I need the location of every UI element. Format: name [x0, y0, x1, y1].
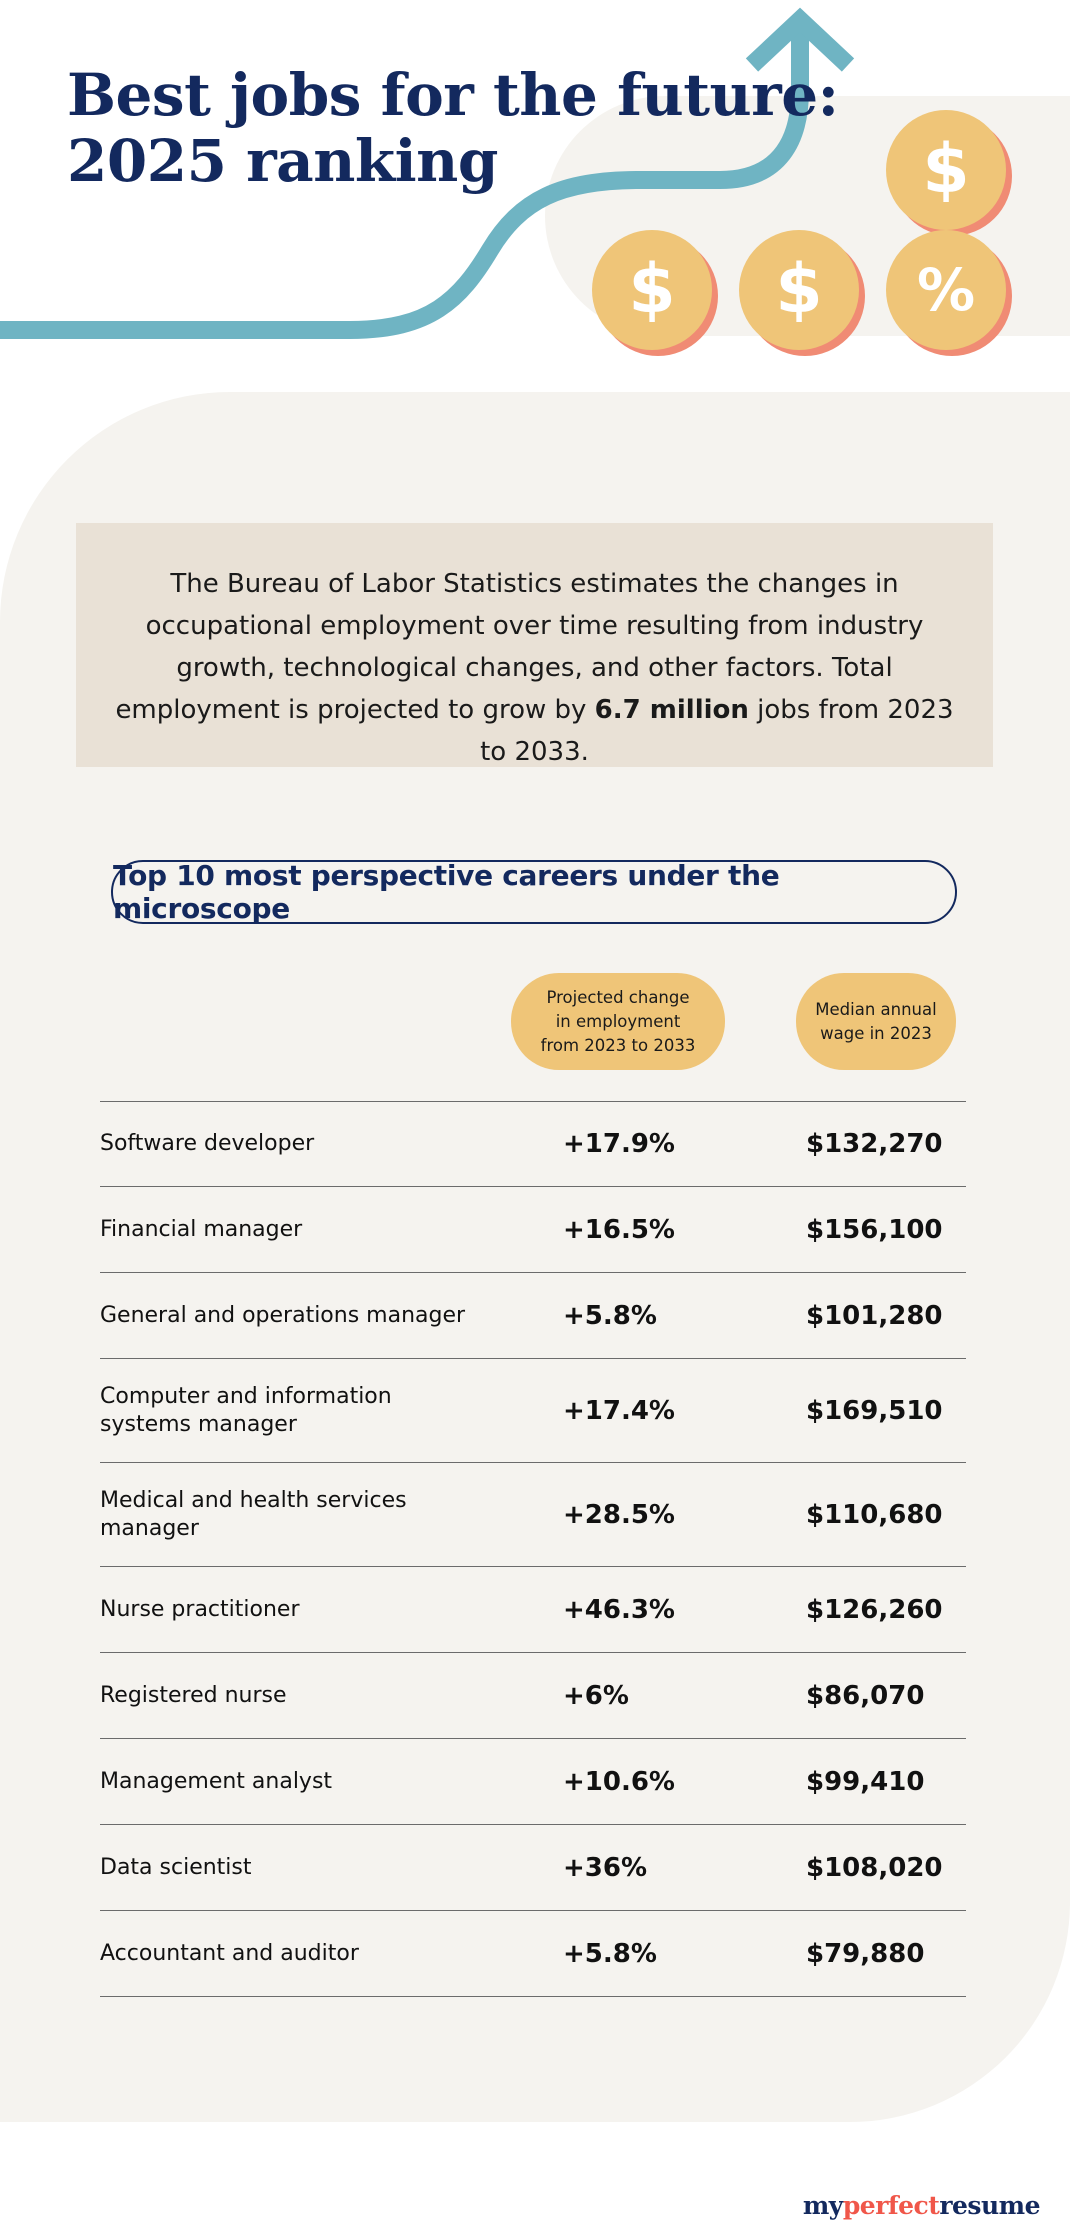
table-row: Management analyst +10.6% $99,410	[100, 1739, 966, 1825]
job-title: Accountant and auditor	[100, 1940, 359, 1966]
coin-dollar-left: $	[592, 230, 718, 356]
dollar-icon: $	[922, 130, 970, 209]
coin-dollar-middle: $	[739, 230, 865, 356]
column-header-wage: Median annual wage in 2023	[796, 973, 956, 1070]
table-row: Software developer +17.9% $132,270	[100, 1101, 966, 1187]
job-title: Medical and health services manager	[100, 1487, 407, 1541]
median-wage: $169,510	[806, 1395, 943, 1426]
page-title: Best jobs for the future: 2025 ranking	[67, 62, 839, 194]
median-wage: $108,020	[806, 1852, 943, 1883]
job-title: General and operations manager	[100, 1302, 466, 1328]
table-row: Accountant and auditor +5.8% $79,880	[100, 1911, 966, 1997]
job-title: Computer and information systems manager	[100, 1383, 392, 1437]
median-wage: $86,070	[806, 1680, 925, 1711]
table-row: General and operations manager +5.8% $10…	[100, 1273, 966, 1359]
employment-change: +46.3%	[563, 1594, 675, 1625]
median-wage: $79,880	[806, 1938, 925, 1969]
median-wage: $126,260	[806, 1594, 943, 1625]
table-row: Registered nurse +6% $86,070	[100, 1653, 966, 1739]
growth-arrow-icon	[0, 7, 855, 339]
employment-change: +28.5%	[563, 1499, 675, 1530]
job-title: Financial manager	[100, 1216, 303, 1242]
job-title: Registered nurse	[100, 1682, 287, 1708]
percent-icon: %	[916, 256, 976, 324]
table-row: Data scientist +36% $108,020	[100, 1825, 966, 1911]
dollar-icon: $	[775, 250, 823, 329]
table-row: Nurse practitioner +46.3% $126,260	[100, 1567, 966, 1653]
employment-change: +16.5%	[563, 1214, 675, 1245]
job-title: Data scientist	[100, 1854, 252, 1880]
employment-change: +5.8%	[563, 1938, 657, 1969]
coin-percent: %	[886, 230, 1012, 356]
dollar-icon: $	[628, 250, 676, 329]
title-line-2: 2025 ranking	[67, 127, 498, 195]
coin-dollar-top: $	[886, 110, 1012, 236]
median-wage: $101,280	[806, 1300, 943, 1331]
table-row: Computer and information systems manager…	[100, 1359, 966, 1463]
median-wage: $110,680	[806, 1499, 943, 1530]
employment-change: +17.4%	[563, 1395, 675, 1426]
table-title: Top 10 most perspective careers under th…	[111, 859, 957, 925]
intro-highlight: 6.7 million	[594, 695, 749, 725]
employment-change: +17.9%	[563, 1129, 675, 1159]
median-wage: $99,410	[806, 1766, 925, 1797]
table-row: Financial manager +16.5% $156,100	[100, 1187, 966, 1273]
median-wage: $132,270	[806, 1129, 943, 1159]
title-line-1: Best jobs for the future:	[67, 61, 839, 129]
employment-change: +10.6%	[563, 1766, 675, 1797]
column-header-change: Projected change in employment from 2023…	[511, 973, 725, 1070]
brand-logo: myperfectresume	[802, 2191, 1041, 2220]
table-title-text: Top 10 most perspective careers under th…	[113, 859, 780, 925]
header: Best jobs for the future: 2025 ranking $…	[0, 0, 1070, 370]
employment-change: +6%	[563, 1680, 629, 1711]
employment-change: +5.8%	[563, 1300, 657, 1331]
job-title: Software developer	[100, 1131, 315, 1156]
median-wage: $156,100	[806, 1214, 943, 1245]
careers-table: Software developer +17.9% $132,270 Finan…	[100, 1101, 966, 1997]
intro-box: The Bureau of Labor Statistics estimates…	[76, 523, 993, 767]
table-row: Medical and health services manager +28.…	[100, 1463, 966, 1567]
employment-change: +36%	[563, 1852, 648, 1883]
job-title: Management analyst	[100, 1768, 333, 1794]
job-title: Nurse practitioner	[100, 1596, 300, 1622]
intro-text: The Bureau of Labor Statistics estimates…	[115, 569, 954, 767]
